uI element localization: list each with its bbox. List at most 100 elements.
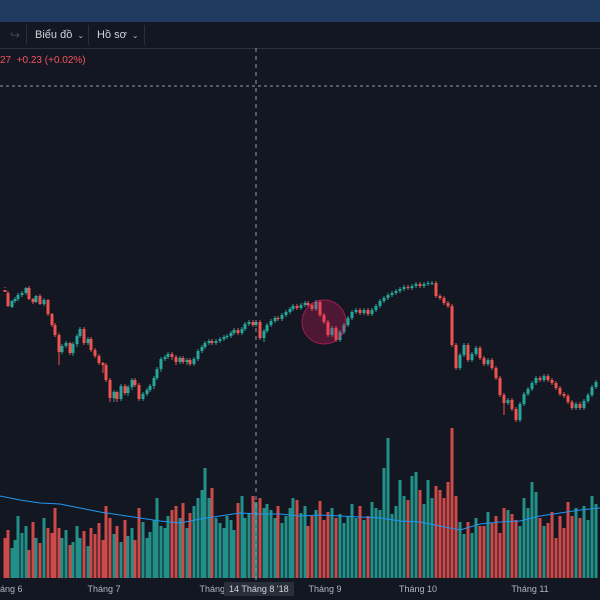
- candle-body: [188, 360, 192, 364]
- candle-body: [498, 378, 502, 395]
- legend-change: +0.23 (+0.02%): [16, 55, 86, 66]
- candle-body: [414, 284, 418, 286]
- volume-bar: [178, 518, 182, 578]
- volume-bar: [288, 508, 292, 578]
- candle-body: [20, 293, 24, 295]
- candle-body: [60, 346, 64, 352]
- candle-body: [338, 332, 342, 340]
- volume-bar: [530, 482, 534, 578]
- volume-bar: [218, 523, 222, 578]
- time-axis-tick-label: Tháng 6: [0, 584, 23, 594]
- candle-body: [578, 404, 582, 408]
- candle-body: [303, 303, 307, 305]
- candle-body: [89, 339, 93, 350]
- volume-bar: [354, 518, 358, 578]
- candle-body: [280, 315, 284, 319]
- candle-body: [163, 357, 167, 359]
- profile-menu-button[interactable]: Hồ sơ ⌄: [97, 22, 139, 48]
- highlight-marker[interactable]: [301, 299, 347, 345]
- volume-bar: [155, 498, 159, 578]
- time-axis-tick-label: Tháng 10: [399, 584, 437, 594]
- candle-body: [97, 356, 101, 363]
- candle-body: [518, 404, 522, 420]
- volume-bar: [3, 538, 7, 578]
- candle-body: [562, 394, 566, 396]
- volume-bar: [57, 528, 61, 578]
- legend-value: 27: [0, 55, 12, 66]
- volume-bar: [442, 498, 446, 578]
- candle-body: [318, 302, 322, 315]
- volume-bar: [410, 476, 414, 578]
- volume-bar: [506, 510, 510, 578]
- candle-body: [192, 359, 196, 364]
- volume-bar: [578, 518, 582, 578]
- candle-body: [590, 387, 594, 395]
- volume-bar: [174, 506, 178, 578]
- candle-body: [214, 341, 218, 343]
- redo-icon[interactable]: ↪: [10, 28, 21, 42]
- candle-body: [478, 348, 482, 358]
- volume-bar: [229, 520, 233, 578]
- candle-body: [486, 360, 490, 364]
- price-chart[interactable]: Tháng 6 Tháng 7 Tháng 8 Tháng 9 Tháng 10 Thán…: [0, 48, 600, 600]
- volume-bar: [478, 526, 482, 578]
- candle-body: [291, 306, 295, 309]
- candle-body: [462, 345, 466, 355]
- volume-bar: [222, 528, 226, 578]
- candle-body: [350, 312, 354, 318]
- chart-menu-label: Biểu đồ: [35, 29, 73, 41]
- volume-bar: [115, 526, 119, 578]
- candle-body: [155, 369, 159, 378]
- candle-body: [178, 358, 182, 362]
- volume-bar: [78, 538, 82, 578]
- candle-body: [470, 354, 474, 360]
- time-axis-tick-label: Tháng 8: [199, 584, 232, 594]
- candle-body: [10, 301, 14, 307]
- volume-bar: [265, 504, 269, 578]
- volume-bar: [27, 550, 31, 578]
- candle-body: [276, 318, 280, 319]
- volume-bar: [284, 516, 288, 578]
- candle-body: [200, 347, 204, 351]
- volume-bar: [10, 548, 14, 578]
- candle-body: [265, 325, 269, 331]
- candle-body: [482, 358, 486, 364]
- candle-body: [210, 341, 214, 343]
- candle-body: [550, 380, 554, 383]
- volume-bar: [514, 520, 518, 578]
- toolbar-separator: [88, 25, 89, 45]
- volume-bar: [145, 538, 149, 578]
- volume-bar: [251, 496, 255, 578]
- candle-body: [196, 351, 200, 359]
- volume-bar: [133, 540, 137, 578]
- candle-body: [225, 336, 229, 337]
- volume-bar: [236, 503, 240, 578]
- volume-bar: [358, 506, 362, 578]
- volume-bar: [232, 530, 236, 578]
- candle-body: [31, 299, 35, 302]
- chart-menu-button[interactable]: Biểu đồ ⌄: [35, 22, 84, 48]
- candle-body: [112, 392, 116, 398]
- volume-bar: [450, 428, 454, 578]
- candle-body: [586, 395, 590, 401]
- candle-body: [450, 306, 454, 345]
- volume-bar: [454, 496, 458, 578]
- time-axis-tick-label: Tháng 11: [511, 584, 548, 594]
- volume-bar: [258, 498, 262, 578]
- candle-body: [442, 298, 446, 303]
- candle-body: [582, 401, 586, 408]
- volume-bar: [280, 523, 284, 578]
- candles: [3, 281, 598, 422]
- candle-body: [506, 400, 510, 403]
- volume-ma-line: [0, 495, 600, 531]
- volume-bar: [60, 538, 64, 578]
- candle-body: [530, 383, 534, 389]
- volume-bar: [123, 520, 127, 578]
- volume-bar: [20, 533, 24, 578]
- volume-bar: [188, 513, 192, 578]
- volume-bar: [303, 506, 307, 578]
- candle-body: [566, 396, 570, 402]
- volume-bar: [203, 468, 207, 578]
- candle-body: [203, 343, 207, 347]
- volume-bar: [295, 500, 299, 578]
